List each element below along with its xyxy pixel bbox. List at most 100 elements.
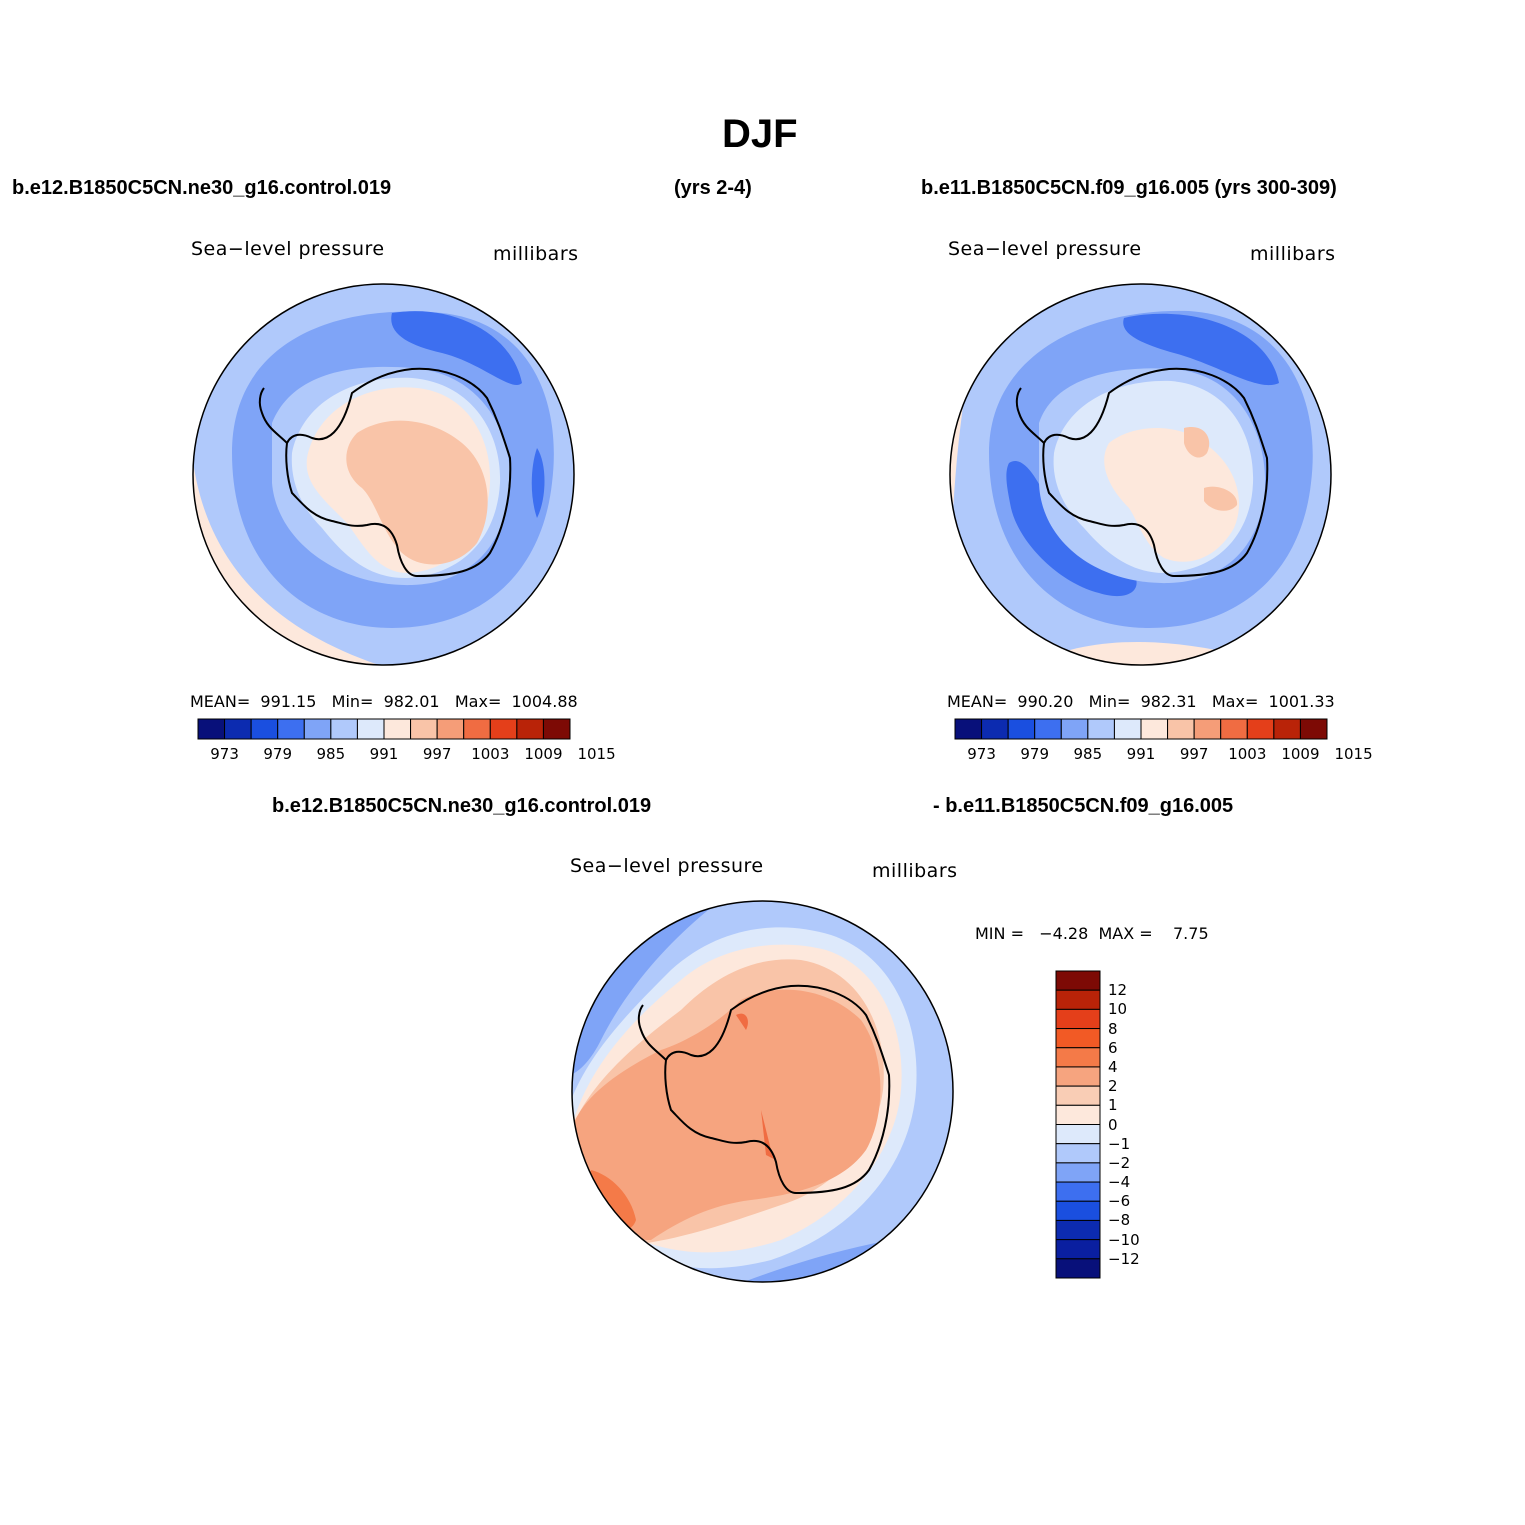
panel1-colorbar-tick-label: 979 bbox=[263, 745, 293, 763]
panel3-colorbar-tick-label: 0 bbox=[1108, 1115, 1118, 1134]
panel3-colorbar-tick-label: −10 bbox=[1108, 1230, 1140, 1249]
panel2-colorbar-tick-label: 1015 bbox=[1334, 745, 1373, 763]
panel3-colorbar-box bbox=[1055, 1085, 1101, 1106]
case1-header: b.e12.B1850C5CN.ne30_g16.control.019 bbox=[12, 177, 392, 199]
panel3-colorbar-box bbox=[1055, 1239, 1101, 1260]
panel2-colorbar-tick-label: 991 bbox=[1126, 745, 1156, 763]
panel1-colorbar-tick-label: 1009 bbox=[524, 745, 563, 763]
panel2-units-label: millibars bbox=[1250, 243, 1336, 265]
panel2-colorbar-box bbox=[1246, 718, 1275, 740]
panel2-colorbar-box bbox=[981, 718, 1009, 740]
panel3-colorbar-tick-label: −6 bbox=[1108, 1192, 1131, 1211]
panel1-colorbar-box bbox=[330, 718, 358, 740]
panel3-colorbar-tick-label: −1 bbox=[1108, 1134, 1131, 1153]
panel1-colorbar-tick-label: 997 bbox=[422, 745, 452, 763]
panel1-colorbar-tick-label: 985 bbox=[316, 745, 346, 763]
panel1-colorbar-box bbox=[436, 718, 465, 740]
panel1-colorbar-tick-label: 1003 bbox=[471, 745, 510, 763]
panel1-polar-map bbox=[192, 283, 575, 666]
panel2-colorbar-tick-label: 973 bbox=[967, 745, 996, 763]
panel2-colorbar-tick-label: 979 bbox=[1020, 745, 1050, 763]
panel3-field-pos6 bbox=[589, 1170, 636, 1230]
panel2-colorbar-box bbox=[1007, 718, 1036, 740]
panel1-field-high bbox=[346, 420, 488, 565]
panel3-units-label: millibars bbox=[872, 860, 958, 882]
panel3-colorbar-box bbox=[1055, 1143, 1101, 1164]
panel1-field-deep-low-2 bbox=[531, 448, 545, 518]
panel3-coastline bbox=[664, 984, 891, 1195]
panel1-colorbar-ticks: 973 979 985 991 997 1003 1009 1015 bbox=[198, 745, 615, 765]
panel3-colorbar-tick-label: 6 bbox=[1108, 1038, 1118, 1057]
case2-header: b.e11.B1850C5CN.f09_g16.005 (yrs 300-309… bbox=[921, 177, 1337, 199]
panel2-colorbar-box bbox=[954, 718, 983, 740]
panel1-colorbar-box bbox=[303, 718, 332, 740]
panel3-colorbar-tick-label: −12 bbox=[1108, 1249, 1140, 1268]
panel2-field-high bbox=[1184, 427, 1238, 511]
panel2-variable-label: Sea−level pressure bbox=[948, 238, 1142, 260]
panel2-colorbar-ticks: 973 979 985 991 997 1003 1009 1015 bbox=[955, 745, 1372, 765]
panel3-colorbar-tick-label: −8 bbox=[1108, 1211, 1131, 1230]
panel3-stats: MIN = −4.28 MAX = 7.75 bbox=[975, 924, 1209, 943]
panel3-colorbar-box bbox=[1055, 1181, 1101, 1202]
panel2-colorbar-box bbox=[1220, 718, 1248, 740]
panel3-colorbar-tick-label: 12 bbox=[1108, 981, 1128, 1000]
panel3-variable-label: Sea−level pressure bbox=[570, 855, 764, 877]
panel3-colorbar-box bbox=[1055, 1200, 1101, 1221]
panel1-colorbar-tick-label: 973 bbox=[210, 745, 239, 763]
panel3-peninsula bbox=[637, 1004, 667, 1061]
panel1-coastline bbox=[285, 367, 512, 578]
panel3-colorbar-box bbox=[1055, 1047, 1101, 1068]
panel2-colorbar-box bbox=[1193, 718, 1222, 740]
panel3-field-pos4 bbox=[572, 989, 881, 1240]
panel1-colorbar-box bbox=[410, 718, 438, 740]
panel2-colorbar-box bbox=[1087, 718, 1115, 740]
panel3-colorbar-box bbox=[1055, 989, 1101, 1010]
panel3-colorbar-box bbox=[1055, 1162, 1101, 1183]
panel3-colorbar-box bbox=[1055, 1219, 1101, 1241]
panel2-colorbar-tick-label: 1009 bbox=[1281, 745, 1320, 763]
panel2-colorbar-box bbox=[1060, 718, 1089, 740]
panel2-colorbar-box bbox=[1167, 718, 1195, 740]
panel3-colorbar-tick-label: 8 bbox=[1108, 1019, 1118, 1038]
panel3-colorbar-tick-label: −4 bbox=[1108, 1173, 1131, 1192]
panel2-field-plateau bbox=[1104, 428, 1240, 562]
panel2-colorbar-box bbox=[1299, 718, 1328, 740]
panel1-colorbar-tick-label: 1015 bbox=[577, 745, 616, 763]
panel2-peninsula bbox=[1015, 387, 1045, 444]
panel3-colorbar-tick-label: 2 bbox=[1108, 1077, 1118, 1096]
panel3-colorbar-ticks: 12 10 8 6 4 2 1 0 −1 −2 −4 −6 −8 −10 −12 bbox=[1108, 971, 1148, 1278]
panel3-colorbar-tick-label: 1 bbox=[1108, 1096, 1118, 1115]
panel2-colorbar-box bbox=[1140, 718, 1169, 740]
panel2-colorbar-tick-label: 985 bbox=[1073, 745, 1103, 763]
diff-header-right: - b.e11.B1850C5CN.f09_g16.005 bbox=[933, 795, 1234, 817]
panel1-colorbar-box bbox=[197, 718, 226, 740]
panel2-colorbar-box bbox=[1113, 718, 1142, 740]
panel3-colorbar-box bbox=[1055, 1258, 1101, 1279]
panel1-colorbar-box bbox=[356, 718, 385, 740]
panel3-colorbar-box bbox=[1055, 1066, 1101, 1087]
panel2-colorbar-box bbox=[1273, 718, 1301, 740]
panel1-stats: MEAN= 991.15 Min= 982.01 Max= 1004.88 bbox=[190, 692, 578, 711]
diff-header-left: b.e12.B1850C5CN.ne30_g16.control.019 bbox=[272, 795, 652, 817]
panel1-colorbar bbox=[197, 718, 571, 740]
panel2-colorbar bbox=[954, 718, 1328, 740]
panel3-colorbar-tick-label: 10 bbox=[1108, 1000, 1128, 1019]
panel3-colorbar bbox=[1055, 970, 1101, 1279]
panel3-colorbar-tick-label: −2 bbox=[1108, 1153, 1131, 1172]
panel1-colorbar-box bbox=[250, 718, 279, 740]
panel1-colorbar-box bbox=[516, 718, 544, 740]
panel3-colorbar-box bbox=[1055, 1028, 1101, 1049]
panel1-colorbar-box bbox=[542, 718, 571, 740]
panel3-colorbar-box bbox=[1055, 1008, 1101, 1030]
panel1-field-deep-low bbox=[391, 311, 522, 386]
panel2-polar-map bbox=[949, 283, 1332, 666]
panel1-variable-label: Sea−level pressure bbox=[191, 238, 385, 260]
panel3-colorbar-box bbox=[1055, 1104, 1101, 1125]
panel2-colorbar-box bbox=[1034, 718, 1062, 740]
panel1-colorbar-box bbox=[463, 718, 491, 740]
panel3-polar-map bbox=[571, 900, 954, 1283]
figure-title: DJF bbox=[722, 112, 798, 156]
panel3-colorbar-box bbox=[1055, 1124, 1101, 1145]
panel1-colorbar-box bbox=[383, 718, 412, 740]
panel2-field-deep-low-1 bbox=[1123, 313, 1279, 386]
